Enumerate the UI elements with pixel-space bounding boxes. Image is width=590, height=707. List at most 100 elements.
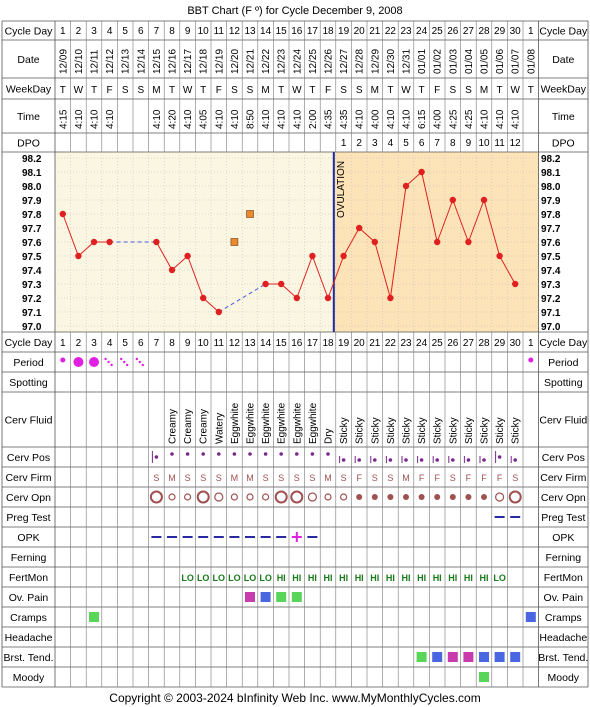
weekday-label: M [261, 85, 269, 96]
cerv-fluid-label: Watery [214, 413, 225, 444]
cerv-opn-marker [340, 493, 348, 501]
brst-tend-marker [432, 652, 443, 662]
weekday-label: T [278, 85, 284, 96]
date-label: 12/17 [183, 49, 194, 74]
cycle-day-label: 9 [185, 26, 191, 37]
cerv-opn-marker [387, 494, 394, 500]
cerv-firm-label: S [216, 473, 222, 483]
cerv-fluid-label: Sticky [402, 417, 413, 444]
time-label: 4:35 [324, 109, 335, 129]
date-label: 01/02 [433, 49, 444, 74]
weekday-label: F [325, 85, 331, 96]
cerv-pos-dot [232, 452, 237, 456]
temp-point [215, 308, 222, 316]
cycle-day-label-bottom: 1 [528, 338, 534, 349]
row-label-spotting: Spotting [9, 377, 48, 389]
row-label-dpo: DPO [17, 138, 40, 150]
row-label-weekday: WeekDay [6, 84, 52, 96]
temp-point [418, 168, 425, 176]
cerv-opn-marker [481, 494, 487, 500]
cycle-day-label-bottom: 19 [338, 338, 350, 349]
cerv-fluid-label: Eggwhite [277, 402, 288, 444]
cycle-day-label: 17 [307, 26, 319, 37]
row-label-spotting-right: Spotting [544, 377, 583, 389]
row-label-period-right: Period [548, 357, 579, 369]
temp-segment [483, 199, 501, 257]
time-label: 4:10 [495, 109, 506, 129]
time-label: 4:15 [58, 109, 69, 129]
cerv-firm-label: S [387, 473, 393, 483]
fertmon-label: LO [244, 573, 257, 583]
weekday-label: S [247, 85, 254, 96]
cerv-firm-label: F [466, 473, 472, 483]
y-tick-right: 98.1 [541, 168, 561, 179]
weekday-label: M [480, 85, 488, 96]
y-tick-right: 97.5 [541, 252, 561, 263]
date-label: 12/11 [90, 49, 101, 74]
fertmon-label: LO [197, 573, 210, 583]
cycle-day-label: 30 [510, 26, 522, 37]
y-tick-right: 98.0 [541, 182, 561, 193]
row-label-brst-tend: Brst. Tend. [4, 652, 54, 664]
cycle-day-label: 11 [214, 26, 225, 37]
temp-segment [405, 171, 422, 187]
date-label: 12/29 [370, 49, 381, 74]
temp-segment [218, 283, 266, 313]
cycle-day-label-bottom: 11 [214, 338, 225, 349]
y-tick-right: 97.6 [541, 238, 561, 249]
cerv-firm-label: S [278, 473, 284, 483]
y-tick-left: 97.4 [22, 266, 42, 277]
cycle-day-label: 21 [369, 26, 381, 37]
cerv-opn-marker [290, 490, 304, 504]
date-label: 12/27 [339, 49, 350, 74]
temp-point [153, 238, 160, 246]
cycle-day-label-bottom: 30 [510, 338, 522, 349]
row-label-cerv-firm: Cerv Firm [5, 472, 51, 484]
y-tick-left: 97.6 [22, 238, 42, 249]
row-label-dpo-right: DPO [552, 138, 575, 150]
row-label-cerv-firm-right: Cerv Firm [540, 472, 586, 484]
cycle-day-label-bottom: 22 [385, 338, 397, 349]
time-label: 4:10 [402, 109, 413, 129]
cycle-day-label: 27 [463, 26, 475, 37]
cerv-opn-marker [356, 494, 363, 500]
cerv-pos-dot [201, 452, 205, 456]
weekday-label: S [356, 85, 363, 96]
cycle-day-label-bottom: 9 [185, 338, 191, 349]
cycle-day-label: 26 [447, 26, 459, 37]
cycle-day-label-bottom: 10 [198, 338, 210, 349]
time-label: 4:10 [480, 109, 491, 129]
y-tick-right: 97.1 [541, 308, 561, 319]
ov-pain-marker [291, 592, 302, 602]
temp-segment [358, 227, 376, 243]
cycle-day-label: 8 [169, 26, 175, 37]
cycle-day-label: 3 [91, 26, 97, 37]
y-tick-left: 97.3 [22, 280, 42, 291]
cerv-firm-label: S [263, 473, 269, 483]
cycle-day-label-bottom: 24 [416, 338, 428, 349]
date-label: 12/23 [277, 49, 288, 74]
y-tick-left: 97.8 [22, 210, 42, 221]
temp-point [200, 294, 207, 302]
cerv-pos-dot [248, 452, 252, 456]
cerv-pos-dot [466, 458, 471, 462]
dpo-label: 12 [510, 138, 522, 149]
cycle-day-label-bottom: 15 [276, 338, 288, 349]
period-marker [110, 363, 113, 367]
cerv-fluid-label: Sticky [464, 417, 475, 444]
temp-point [293, 294, 300, 302]
cerv-pos-dot [341, 458, 346, 462]
cerv-fluid-label: Sticky [448, 417, 459, 444]
time-label: 4:10 [277, 109, 288, 129]
cycle-day-label-bottom: 5 [122, 338, 128, 349]
fertmon-label: HI [355, 573, 364, 583]
cerv-pos-dot [435, 458, 440, 462]
time-label: 4:05 [199, 109, 210, 129]
cycle-day-label: 15 [276, 26, 288, 37]
weekday-label: W [510, 85, 520, 96]
row-label-period: Period [13, 357, 44, 369]
period-marker [123, 360, 126, 364]
row-label-cycle-day: Cycle Day [5, 26, 54, 38]
date-label: 01/04 [464, 49, 475, 74]
date-label: 12/13 [121, 49, 132, 74]
